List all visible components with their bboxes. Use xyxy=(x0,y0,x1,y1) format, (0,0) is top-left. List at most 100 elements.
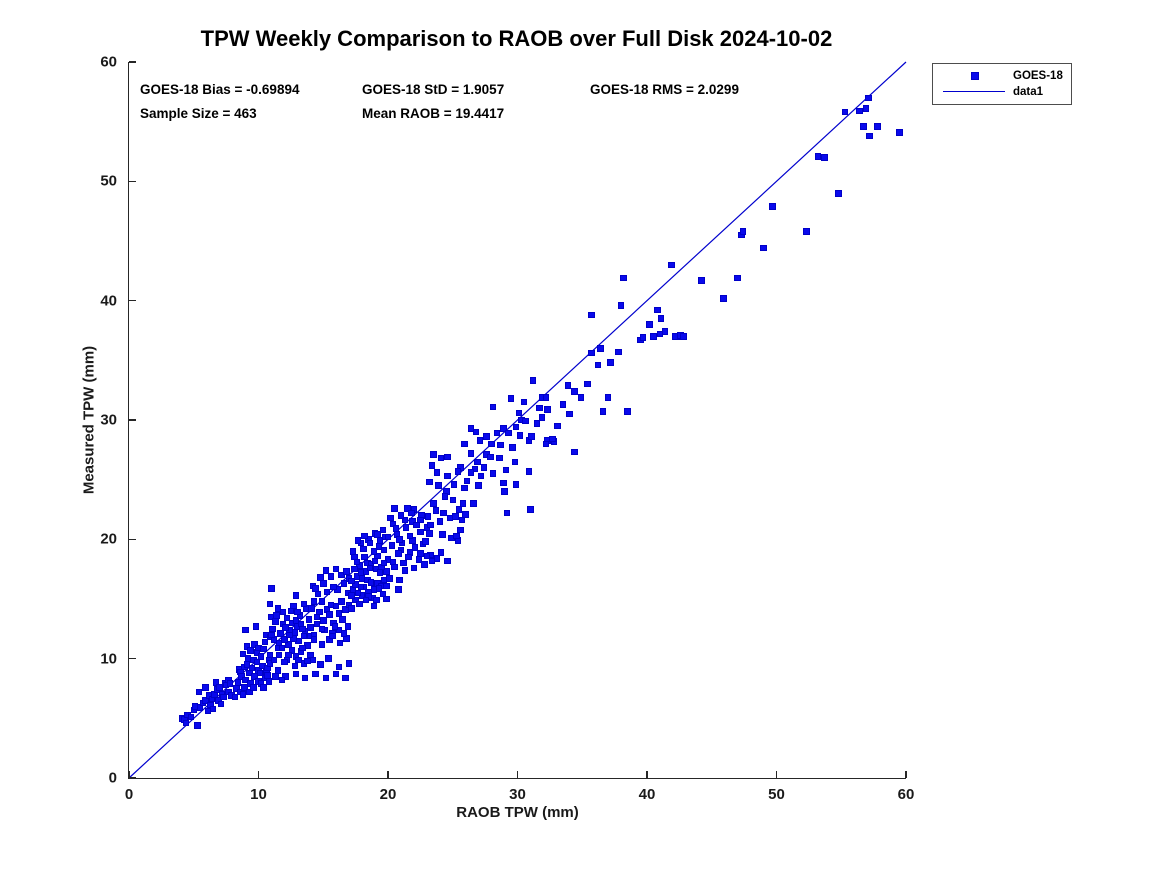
y-tick xyxy=(129,777,136,779)
scatter-point xyxy=(500,425,507,432)
scatter-point xyxy=(332,565,340,573)
scatter-point xyxy=(292,617,300,624)
scatter-point xyxy=(277,630,284,637)
scatter-point xyxy=(326,611,333,618)
scatter-point xyxy=(370,548,377,555)
scatter-point xyxy=(357,569,365,576)
y-tick-label: 30 xyxy=(100,411,117,429)
scatter-point xyxy=(265,678,273,685)
scatter-point xyxy=(544,406,551,413)
y-tick-label: 40 xyxy=(100,292,117,310)
scatter-point xyxy=(446,514,454,522)
scatter-point xyxy=(268,631,275,639)
scatter-point xyxy=(554,422,561,430)
scatter-point xyxy=(300,632,308,640)
scatter-point xyxy=(320,617,327,624)
scatter-point xyxy=(423,552,431,560)
scatter-point xyxy=(405,553,412,561)
scatter-point xyxy=(358,575,366,582)
scatter-point xyxy=(874,123,881,130)
scatter-point xyxy=(310,598,318,605)
scatter-point xyxy=(402,524,410,531)
scatter-point xyxy=(275,651,283,659)
scatter-point xyxy=(252,623,260,630)
scatter-point xyxy=(386,575,393,582)
scatter-point xyxy=(307,624,314,631)
scatter-point xyxy=(533,420,541,427)
scatter-point xyxy=(522,417,529,425)
legend-label-goes18: GOES-18 xyxy=(1013,70,1063,82)
scatter-point xyxy=(291,662,298,670)
scatter-point xyxy=(538,414,546,421)
scatter-point xyxy=(698,277,705,284)
x-tick-label: 20 xyxy=(379,786,397,803)
y-tick xyxy=(129,538,136,541)
scatter-point xyxy=(335,610,343,617)
scatter-point xyxy=(396,536,403,543)
x-tick xyxy=(257,771,260,778)
scatter-point xyxy=(371,557,379,565)
scatter-point xyxy=(387,514,394,522)
scatter-point xyxy=(408,509,415,517)
scatter-point xyxy=(604,394,612,401)
scatter-point xyxy=(525,468,533,475)
scatter-point xyxy=(453,532,460,539)
scatter-point xyxy=(401,516,409,524)
scatter-point xyxy=(428,462,436,469)
scatter-point xyxy=(375,543,383,550)
scatter-point xyxy=(335,663,343,671)
scatter-point xyxy=(411,544,419,551)
scatter-point xyxy=(397,512,405,519)
scatter-point xyxy=(440,509,447,517)
scatter-point xyxy=(340,630,348,637)
scatter-point xyxy=(379,526,387,534)
scatter-point xyxy=(342,674,349,681)
scatter-point xyxy=(400,559,407,567)
scatter-point xyxy=(503,509,511,517)
scatter-point xyxy=(516,432,524,439)
scatter-point xyxy=(322,567,330,574)
scatter-point xyxy=(620,274,627,282)
scatter-point xyxy=(435,482,442,489)
scatter-point xyxy=(512,481,520,488)
y-tick-label: 20 xyxy=(100,530,117,548)
scatter-point xyxy=(285,641,292,648)
scatter-point xyxy=(338,598,345,605)
scatter-point xyxy=(272,618,279,625)
scatter-point xyxy=(182,719,190,727)
x-tick-label: 60 xyxy=(897,786,915,803)
scatter-point xyxy=(266,660,274,667)
scatter-point xyxy=(318,625,326,633)
scatter-point xyxy=(409,518,416,525)
scatter-point xyxy=(336,639,344,647)
scatter-point xyxy=(646,321,653,328)
scatter-point xyxy=(769,203,776,210)
scatter-point xyxy=(375,585,383,592)
scatter-point xyxy=(835,190,842,197)
x-tick-label: 0 xyxy=(124,786,134,803)
scatter-point xyxy=(433,469,441,476)
stat-std: GOES-18 StD = 1.9057 xyxy=(362,82,505,97)
scatter-point xyxy=(285,651,292,659)
scatter-point xyxy=(312,585,319,592)
scatter-point xyxy=(450,481,458,488)
scatter-point xyxy=(295,656,302,664)
scatter-point xyxy=(650,333,657,340)
scatter-point xyxy=(329,632,336,640)
scatter-point xyxy=(242,626,249,634)
legend: GOES-18 data1 xyxy=(932,63,1072,105)
y-tick-label: 10 xyxy=(100,650,117,668)
scatter-point xyxy=(896,129,903,136)
scatter-point xyxy=(617,302,625,309)
scatter-point xyxy=(260,684,267,691)
scatter-point xyxy=(470,500,477,507)
scatter-point xyxy=(330,583,337,591)
scatter-point xyxy=(497,441,504,449)
stat-sample-size: Sample Size = 463 xyxy=(140,106,257,121)
scatter-point xyxy=(417,516,424,524)
scatter-point xyxy=(257,653,265,660)
scatter-point xyxy=(313,613,321,621)
scatter-point xyxy=(426,478,433,486)
scatter-point xyxy=(283,614,291,622)
scatter-point xyxy=(441,493,449,500)
